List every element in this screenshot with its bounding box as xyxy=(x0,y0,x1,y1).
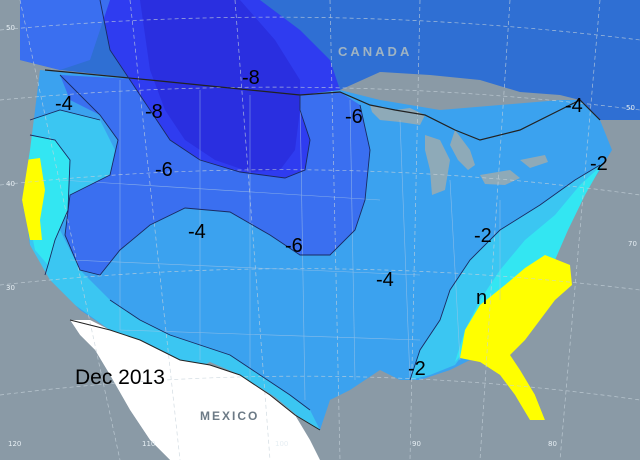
contour-label: -8 xyxy=(145,101,163,123)
contour-label: -4 xyxy=(565,95,583,117)
grid-label: 80 xyxy=(548,440,557,448)
country-label-canada: CANADA xyxy=(338,44,412,59)
contour-label: -2 xyxy=(408,358,426,380)
contour-lines xyxy=(29,0,601,411)
contour-label: -2 xyxy=(590,153,608,175)
gulf-of-mexico xyxy=(320,362,530,460)
warm-anomaly-california xyxy=(22,158,45,240)
us-mexico-border xyxy=(69,319,321,431)
grid-label: 50 xyxy=(6,24,15,32)
mexico-region xyxy=(70,320,320,460)
state-borders xyxy=(59,80,501,401)
contour-label: -2 xyxy=(474,225,492,247)
contour-label: -6 xyxy=(285,235,303,257)
country-label-mexico: MEXICO xyxy=(200,409,259,423)
grid-label: 50 xyxy=(626,104,635,112)
grid-label: 70 xyxy=(628,240,637,248)
grid-label: 120 xyxy=(8,440,21,448)
grid-label: 90 xyxy=(412,440,421,448)
contour-label: -4 xyxy=(376,269,394,291)
contour-label: -8 xyxy=(242,67,260,89)
us-zone-minus10 xyxy=(140,0,300,172)
grid-label: 100 xyxy=(275,440,288,448)
canada-nw-region xyxy=(20,0,110,70)
contour-label: -4 xyxy=(188,221,206,243)
atlantic-ocean xyxy=(535,140,640,460)
contour-label: -6 xyxy=(345,106,363,128)
contour-label: -6 xyxy=(155,159,173,181)
contour-label: -4 xyxy=(55,93,73,115)
contour-label: n xyxy=(476,287,487,309)
grid-label: 40 xyxy=(6,180,15,188)
great-lakes xyxy=(370,105,548,195)
grid-label: 110 xyxy=(142,440,155,448)
date-label: Dec 2013 xyxy=(75,366,165,389)
pacific-ocean xyxy=(0,0,170,460)
grid-label: 30 xyxy=(6,284,15,292)
warm-anomaly-southeast xyxy=(460,255,572,420)
